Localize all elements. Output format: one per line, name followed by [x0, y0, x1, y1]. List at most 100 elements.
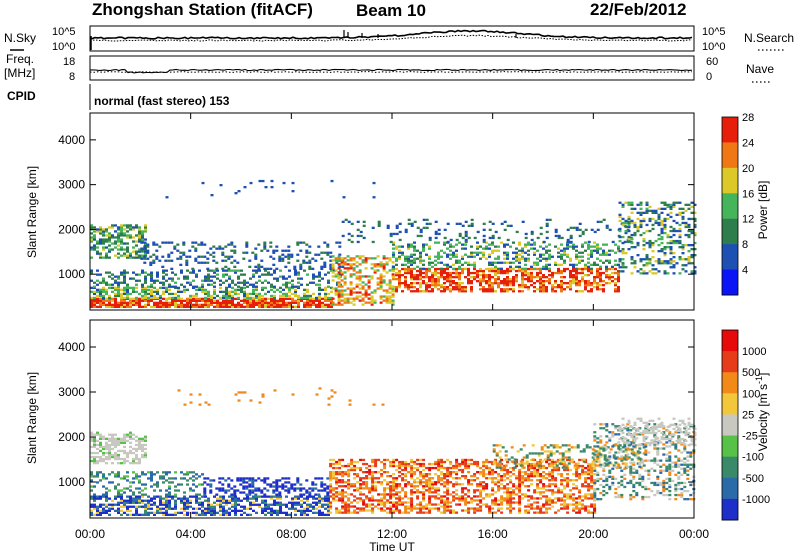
power-echo-cell	[431, 288, 434, 291]
power-echo-cell	[645, 229, 649, 233]
power-echo-cell	[660, 237, 664, 241]
power-echo-cell	[645, 207, 649, 210]
power-echo-cell	[326, 245, 330, 248]
power-echo-cell	[413, 267, 416, 270]
power-echo-cell	[114, 224, 117, 227]
velocity-echo-cell	[312, 501, 315, 504]
velocity-echo-cell	[320, 477, 324, 480]
power-echo-cell	[621, 217, 625, 221]
power-echo-cell	[343, 293, 347, 296]
velocity-echo-cell	[141, 473, 144, 476]
power-echo-cell	[675, 229, 679, 233]
power-echo-cell	[693, 248, 697, 251]
power-echo-cell	[521, 257, 524, 260]
velocity-echo-cell	[383, 509, 387, 512]
power-echo-cell	[321, 305, 324, 308]
power-echo-cell	[326, 251, 330, 254]
power-echo-cell	[551, 276, 554, 279]
power-echo-cell	[120, 224, 123, 227]
power-echo-cell	[144, 288, 147, 291]
power-echo-cell	[548, 218, 552, 221]
power-echo-cell	[669, 239, 673, 243]
power-echo-cell	[557, 271, 560, 275]
power-echo-cell	[222, 301, 225, 304]
power-echo-cell	[105, 230, 108, 233]
velocity-echo-cell	[500, 487, 504, 490]
power-echo-cell	[675, 262, 679, 265]
velocity-echo-cell	[126, 513, 129, 516]
power-echo-cell	[352, 269, 356, 272]
velocity-echo-cell	[120, 441, 123, 444]
power-echo-cell	[437, 276, 440, 279]
power-echo-cell	[557, 284, 560, 287]
velocity-echo-cell	[126, 507, 129, 510]
velocity-echo-cell	[237, 497, 240, 500]
power-echo-cell	[299, 241, 303, 244]
velocity-echo-cell	[114, 485, 117, 488]
power-echo-cell	[491, 282, 494, 285]
power-echo-cell	[422, 249, 425, 252]
power-echo-cell	[225, 305, 228, 308]
power-echo-cell	[93, 292, 96, 296]
power-echo-cell	[599, 259, 602, 262]
velocity-echo-cell	[324, 507, 327, 510]
power-echo-cell	[533, 282, 536, 285]
power-echo-cell	[264, 269, 267, 272]
power-echo-cell	[645, 262, 649, 265]
velocity-echo-cell	[428, 503, 432, 506]
velocity-echo-cell	[392, 481, 396, 484]
power-echo-cell	[350, 240, 354, 244]
power-echo-cell	[630, 207, 634, 210]
power-echo-cell	[324, 292, 327, 296]
power-echo-cell	[482, 269, 485, 273]
power-echo-cell	[413, 257, 416, 260]
power-echo-cell	[143, 261, 147, 264]
power-echo-cell	[207, 292, 210, 296]
power-echo-cell	[349, 281, 353, 284]
velocity-echo-cell	[192, 511, 195, 514]
power-echo-cell	[236, 261, 240, 264]
power-echo-cell	[395, 224, 399, 227]
power-echo-cell	[171, 271, 174, 274]
velocity-echo-cell	[248, 483, 252, 486]
power-echo-cell	[663, 219, 667, 223]
velocity-echo-cell	[377, 471, 381, 474]
velocity-echo-cell	[243, 507, 246, 510]
velocity-echo-cell	[198, 493, 201, 496]
power-echo-cell	[270, 186, 274, 189]
power-echo-cell	[678, 227, 682, 231]
power-echo-cell	[234, 192, 238, 195]
power-echo-cell	[693, 203, 697, 206]
power-echo-cell	[404, 257, 407, 260]
velocity-echo-cell	[383, 503, 387, 506]
velocity-echo-cell	[177, 489, 180, 492]
velocity-echo-cell	[123, 441, 126, 444]
velocity-echo-cell	[434, 462, 438, 466]
power-echo-cell	[93, 226, 96, 229]
velocity-echo-cell	[428, 473, 432, 476]
power-echo-cell	[557, 236, 561, 240]
velocity-echo-cell	[311, 483, 315, 486]
power-echo-cell	[551, 288, 554, 291]
power-echo-cell	[587, 267, 590, 271]
power-echo-cell	[392, 286, 395, 289]
velocity-echo-cell	[518, 501, 522, 504]
power-echo-cell	[273, 301, 276, 304]
power-echo-cell	[482, 276, 485, 279]
power-echo-cell	[461, 243, 464, 246]
power-echo-cell	[518, 267, 521, 270]
power-echo-cell	[379, 283, 383, 286]
power-echo-cell	[302, 259, 306, 262]
power-echo-cell	[660, 223, 664, 227]
power-echo-cell	[233, 249, 237, 252]
power-echo-cell	[401, 245, 404, 248]
velocity-echo-cell	[108, 503, 111, 506]
power-echo-cell	[225, 301, 228, 304]
velocity-echo-cell	[419, 473, 423, 476]
power-echo-cell	[440, 284, 443, 287]
power-echo-cell	[152, 259, 156, 262]
velocity-echo-cell	[129, 437, 132, 440]
power-echo-cell	[605, 226, 609, 229]
velocity-echo-cell	[506, 460, 510, 464]
velocity-echo-cell	[285, 495, 288, 498]
